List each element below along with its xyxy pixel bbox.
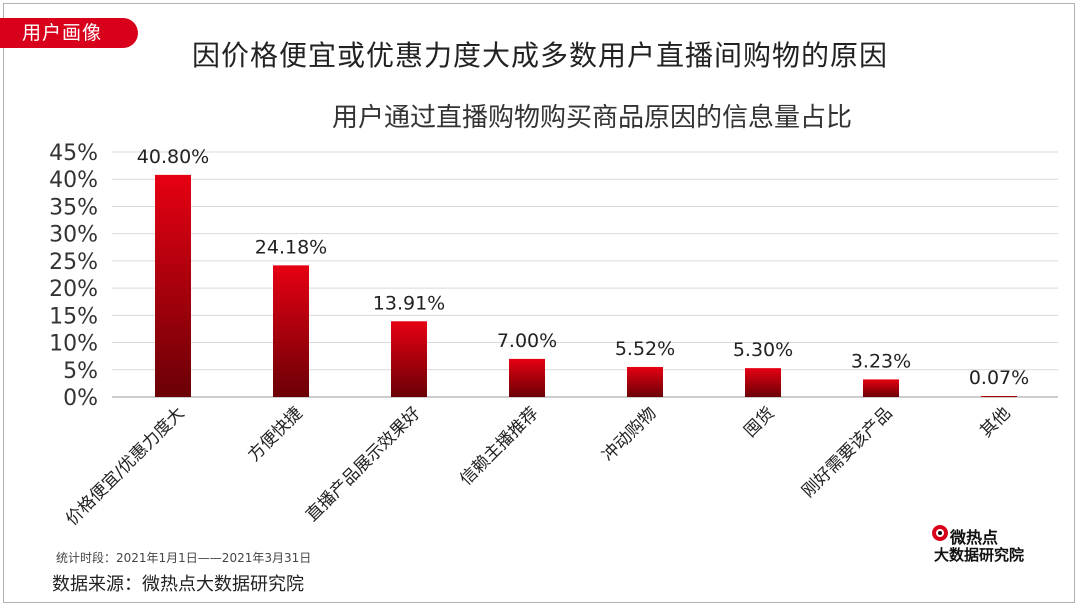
brand-subtitle: 大数据研究院 (934, 546, 1025, 564)
x-tick-label: 价格便宜/优惠力度大 (62, 403, 188, 529)
x-tick-label: 直播产品展示效果好 (302, 403, 424, 525)
x-tick-label: 方便快捷 (244, 403, 306, 465)
data-label: 7.00% (497, 330, 557, 352)
bar (391, 321, 427, 397)
x-tick-label: 信赖主播推荐 (456, 403, 542, 489)
slide-frame (3, 3, 1075, 603)
y-tick-label: 0% (63, 386, 98, 411)
y-tick-label: 10% (49, 332, 98, 357)
y-tick-label: 40% (49, 168, 98, 193)
page-title: 因价格便宜或优惠力度大成多数用户直播间购物的原因 (191, 39, 888, 72)
data-label: 5.52% (615, 338, 675, 360)
y-tick-label: 30% (49, 223, 98, 248)
x-tick-label: 囤货 (740, 403, 778, 441)
y-tick-label: 25% (49, 250, 98, 275)
x-tick-label: 冲动购物 (598, 403, 660, 465)
brand-name: 微热点 (950, 528, 999, 547)
data-label: 24.18% (255, 236, 327, 258)
bar (509, 358, 545, 397)
weibo-eye-icon (932, 525, 948, 541)
section-badge: 用户画像 (0, 18, 138, 48)
data-source: 数据来源：微热点大数据研究院 (52, 574, 304, 595)
y-tick-label: 20% (49, 277, 98, 302)
bar (981, 396, 1017, 397)
bar (627, 366, 663, 397)
statistics-period: 统计时段：2021年1月1日——2021年3月31日 (56, 551, 312, 565)
data-label: 0.07% (969, 367, 1029, 389)
data-label: 13.91% (373, 292, 445, 314)
data-label: 5.30% (733, 339, 793, 361)
y-tick-label: 35% (49, 195, 98, 220)
brand-logo: 微热点 大数据研究院 (930, 522, 1050, 564)
x-tick-label: 刚好需要该产品 (798, 403, 896, 501)
data-label: 40.80% (137, 146, 209, 168)
bar (273, 265, 309, 397)
y-tick-label: 45% (49, 141, 98, 166)
chart-title: 用户通过直播购物购买商品原因的信息量占比 (332, 103, 852, 133)
bar-chart: 用户通过直播购物购买商品原因的信息量占比 0%5%10% 15%20%25%30%… (49, 103, 1058, 530)
y-tick-label: 5% (63, 359, 98, 384)
data-label: 3.23% (851, 350, 911, 372)
x-tick-label: 其他 (976, 403, 1014, 441)
bar (863, 379, 899, 397)
bar (745, 368, 781, 397)
y-tick-label: 15% (49, 304, 98, 329)
bar (155, 174, 191, 397)
